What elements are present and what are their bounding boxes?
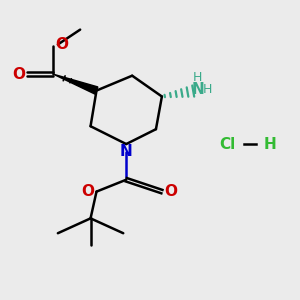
Text: O: O — [12, 67, 25, 82]
Text: O: O — [82, 184, 95, 199]
Text: N: N — [191, 82, 204, 97]
Polygon shape — [53, 74, 98, 94]
Text: H: H — [264, 136, 277, 152]
Text: O: O — [164, 184, 177, 199]
Text: H: H — [203, 82, 212, 96]
Text: N: N — [120, 144, 133, 159]
Text: O: O — [55, 37, 68, 52]
Text: H: H — [193, 71, 202, 84]
Text: Cl: Cl — [219, 136, 236, 152]
